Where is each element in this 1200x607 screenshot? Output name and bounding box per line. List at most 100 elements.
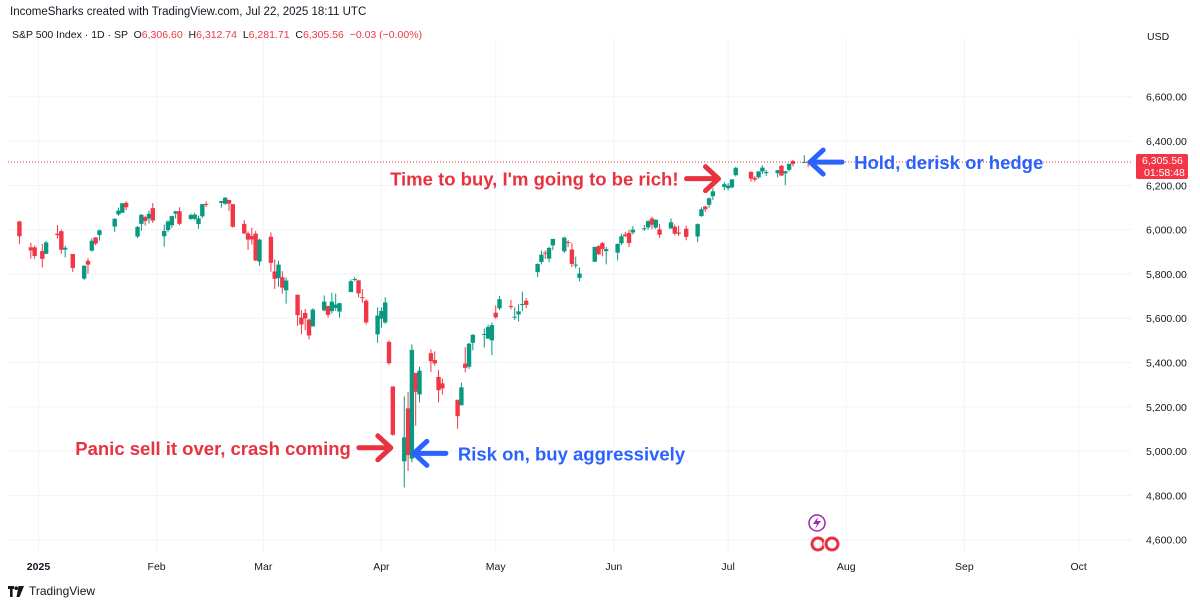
annotation-arrow-right-icon	[684, 164, 722, 194]
candle-body	[242, 223, 247, 234]
candles-group	[17, 155, 811, 488]
price-tick-label: 4,600.00	[1146, 535, 1187, 547]
tradingview-brand[interactable]: TradingView	[8, 584, 95, 598]
candle-body	[89, 240, 95, 251]
time-tick-label: Apr	[373, 561, 390, 573]
candle-body	[436, 376, 441, 391]
candle-body	[276, 264, 281, 279]
candle-body	[85, 260, 91, 265]
candle-body	[192, 214, 197, 219]
candle-body	[32, 247, 37, 256]
candle-body	[779, 165, 784, 176]
event-markers[interactable]	[808, 514, 841, 553]
candle-body	[623, 234, 628, 237]
low-value: 6,281.71	[248, 29, 290, 41]
annotations-group: Time to buy, I'm going to be rich! Hold, …	[75, 147, 1043, 468]
candle-body	[432, 360, 437, 364]
candle-body	[786, 163, 792, 170]
candle-body	[97, 230, 102, 235]
candle-body	[676, 232, 681, 234]
annotation-label: Risk on, buy aggressively	[458, 443, 686, 464]
candle-body	[603, 249, 609, 252]
candle-body	[55, 233, 60, 236]
candle-body	[417, 370, 422, 395]
annotation-arrow-left-icon	[807, 147, 845, 177]
candle-body	[43, 242, 49, 254]
candle-body	[295, 294, 300, 316]
candle-body	[222, 197, 228, 204]
candle-body	[543, 252, 548, 254]
candle-body	[40, 251, 45, 259]
close-label: C	[295, 29, 303, 41]
time-tick-label: 2025	[27, 561, 51, 573]
candle-body	[565, 242, 571, 244]
symbol-legend: S&P 500 Index · 1D · SP O6,306.60 H6,312…	[12, 29, 422, 41]
symbol-name: S&P 500 Index · 1D · SP	[12, 29, 128, 41]
open-value: 6,306.60	[141, 29, 183, 41]
candle-body	[363, 300, 369, 323]
candle-body	[360, 297, 365, 299]
annotation-arrow-left-icon	[411, 438, 449, 468]
candle-body	[703, 206, 708, 210]
chart-grid	[8, 38, 1132, 553]
candle-body	[760, 167, 765, 172]
candle-body	[325, 306, 331, 315]
last-price-tag-value: 6,305.56	[1142, 155, 1183, 167]
candle-body	[162, 230, 167, 237]
candle-body	[485, 327, 491, 339]
candle-body	[569, 249, 575, 264]
candle-body	[352, 279, 357, 281]
candle-body	[470, 334, 476, 343]
candle-body	[626, 232, 632, 244]
candle-body	[619, 236, 624, 244]
time-tick-label: Aug	[837, 561, 856, 573]
candle-body	[493, 312, 498, 318]
time-tick-label: Mar	[254, 561, 273, 573]
candle-body	[790, 160, 796, 165]
candle-body	[283, 280, 289, 291]
change-value: −0.03 (−0.00%)	[349, 29, 423, 41]
time-tick-label: Oct	[1070, 561, 1086, 573]
candle-body	[226, 199, 232, 204]
candle-body	[123, 202, 129, 208]
candle-body	[280, 277, 285, 288]
candle-body	[459, 387, 464, 406]
candle-body	[230, 204, 235, 227]
candle-body	[165, 221, 171, 231]
candle-body	[93, 237, 98, 244]
candle-body	[722, 184, 727, 187]
candle-body	[455, 399, 460, 417]
candle-body	[150, 208, 155, 221]
candle-body	[245, 233, 251, 240]
candle-body	[28, 247, 34, 251]
candle-body	[508, 306, 514, 308]
time-tick-label: Jul	[721, 561, 734, 573]
candle-body	[752, 178, 757, 180]
price-axis[interactable]: USD 4,600.00 4,800.00 5,000.00 5,200.00 5,40…	[1146, 31, 1187, 547]
time-axis[interactable]: 2025 Feb Mar Apr May Jun Jul Aug Sep Oct	[27, 561, 1087, 573]
candle-body	[775, 170, 780, 174]
candle-body	[177, 211, 182, 224]
candle-body	[653, 219, 658, 228]
candle-body	[253, 233, 258, 261]
candle-body	[322, 301, 327, 311]
candle-body	[802, 162, 807, 164]
candle-body	[329, 301, 335, 312]
high-value: 6,312.74	[196, 29, 237, 41]
candle-body	[600, 243, 605, 249]
candle-body	[615, 243, 620, 253]
candle-body	[725, 185, 731, 189]
candle-body	[413, 372, 418, 392]
candle-body	[512, 316, 517, 318]
candle-body	[310, 309, 316, 327]
candle-body	[405, 408, 411, 456]
close-value: 6,305.56	[302, 29, 344, 41]
candle-body	[748, 171, 754, 179]
candle-body	[375, 315, 380, 335]
price-tick-label: 5,600.00	[1146, 313, 1187, 325]
candle-body	[440, 383, 445, 389]
candle-body	[173, 211, 178, 214]
candle-body	[390, 386, 396, 435]
candle-body	[348, 281, 354, 293]
